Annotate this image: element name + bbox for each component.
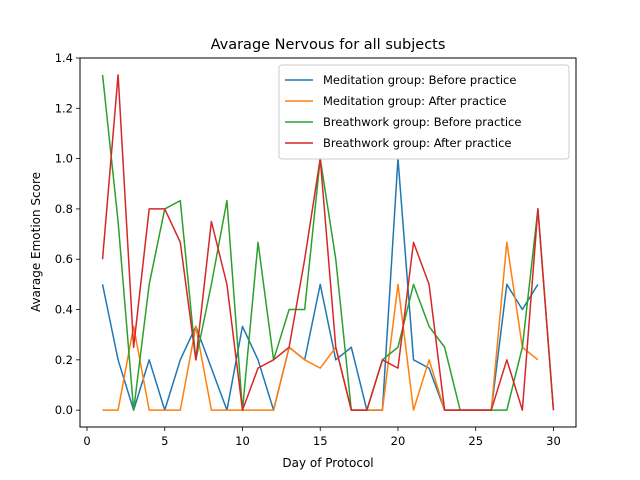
x-tick-label: 10	[235, 434, 250, 448]
legend-frame	[278, 64, 570, 160]
y-tick-label: 0.6	[55, 252, 73, 266]
x-axis-ticks: 0 5 10 15 20 25 30	[83, 427, 561, 448]
y-axis-ticks: 0.0 0.2 0.4 0.6 0.8 1.0 1.2 1.4	[55, 51, 80, 417]
y-tick-label: 0.4	[55, 303, 73, 317]
y-axis-label: Avarage Emotion Score	[29, 172, 43, 312]
legend-label-0: Meditation group: Before practice	[323, 73, 516, 87]
x-tick-label: 25	[468, 434, 483, 448]
x-tick-label: 20	[391, 434, 406, 448]
x-tick-label: 0	[83, 434, 90, 448]
legend-label-2: Breathwork group: Before practice	[323, 115, 521, 129]
legend-label-3: Breathwork group: After practice	[323, 136, 511, 150]
y-tick-label: 0.0	[55, 403, 73, 417]
x-tick-label: 30	[546, 434, 561, 448]
plot-series-group	[101, 74, 555, 411]
y-tick-label: 1.2	[55, 101, 73, 115]
y-tick-label: 1.0	[55, 152, 73, 166]
legend-label-1: Meditation group: After practice	[323, 94, 506, 108]
x-axis-label: Day of Protocol	[282, 456, 373, 470]
plot-frame	[79, 57, 577, 428]
series-line-3	[101, 74, 555, 411]
y-tick-label: 0.8	[55, 202, 73, 216]
y-tick-label: 1.4	[55, 51, 73, 65]
chart-title: Avarage Nervous for all subjects	[211, 37, 446, 53]
x-tick-label: 5	[161, 434, 168, 448]
y-tick-label: 0.2	[55, 353, 73, 367]
x-tick-label: 15	[313, 434, 328, 448]
legend: Meditation group: Before practice Meditat…	[278, 64, 570, 160]
